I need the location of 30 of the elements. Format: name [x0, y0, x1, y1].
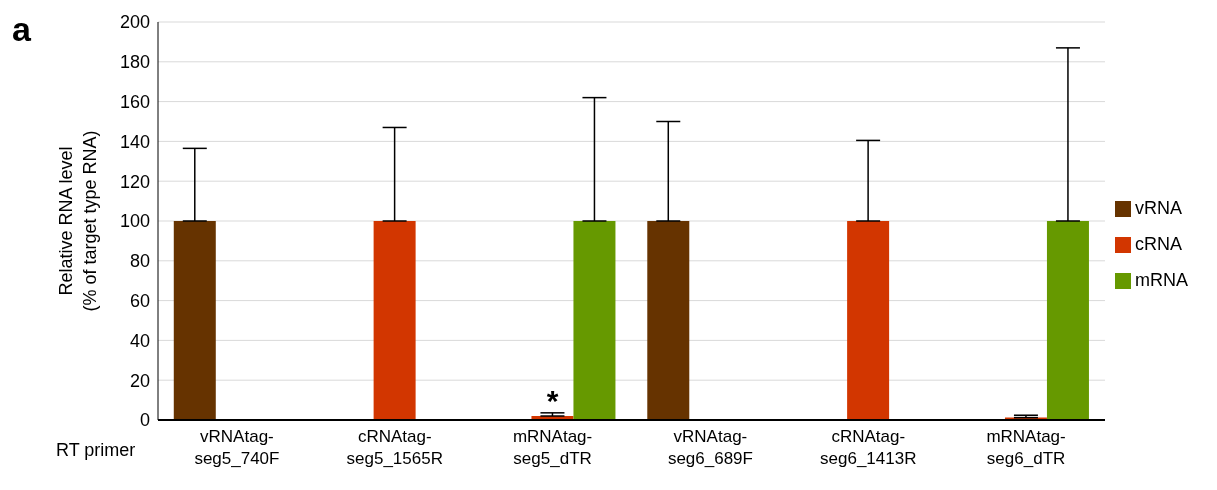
- annotation: *: [546, 383, 559, 417]
- y-tick-label: 200: [119, 12, 150, 33]
- bar: [1046, 221, 1089, 420]
- x-tick-label: vRNAtag-seg6_689F: [667, 427, 753, 468]
- text: a: [12, 10, 31, 49]
- bar: [647, 221, 690, 420]
- bar: [847, 221, 890, 420]
- y-tick-label: 140: [119, 131, 150, 152]
- x-axis-title: RT primer: [56, 440, 136, 461]
- y-tick-label: 100: [119, 211, 150, 232]
- y-axis-title: Relative RNA level (% of target type RNA): [56, 130, 100, 312]
- x-tick-label: mRNAtag-seg6_dTR: [986, 427, 1066, 468]
- y-tick-label: 80: [129, 251, 150, 272]
- y-tick-label: 180: [119, 52, 150, 73]
- legend-label: cRNA: [1135, 234, 1183, 254]
- x-tick-label: vRNAtag-seg5_740F: [194, 427, 280, 468]
- x-tick-label: cRNAtag-seg5_1565R: [346, 427, 443, 468]
- legend-label: mRNA: [1135, 270, 1188, 290]
- y-tick-label: 0: [139, 410, 150, 431]
- y-tick-label: 120: [119, 171, 150, 192]
- x-tick-label: mRNAtag-seg5_dTR: [512, 427, 593, 468]
- y-tick-label: 60: [129, 290, 150, 311]
- legend-label: vRNA: [1135, 198, 1183, 218]
- y-tick-label: 20: [129, 370, 150, 391]
- y-tick-label: 160: [119, 91, 150, 112]
- bar: [373, 221, 416, 420]
- y-tick-label: 40: [129, 330, 150, 351]
- bar: [173, 221, 216, 420]
- bar: [573, 221, 616, 420]
- x-tick-label: cRNAtag-seg6_1413R: [820, 427, 917, 468]
